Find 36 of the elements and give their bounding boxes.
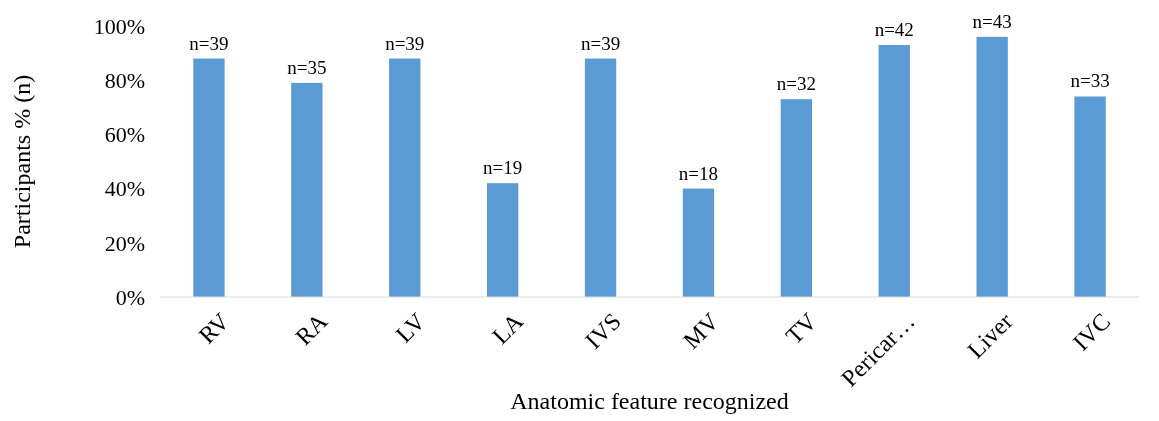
annotation: n=35 xyxy=(287,56,327,78)
x-tick-label: IVC xyxy=(1067,308,1116,356)
bar xyxy=(780,99,813,297)
y-tick-label: 20% xyxy=(104,230,145,256)
bar xyxy=(486,183,519,297)
annotation: n=39 xyxy=(580,32,621,54)
x-tick-label: TV xyxy=(780,307,823,350)
bar xyxy=(1074,96,1106,297)
annotation: n=18 xyxy=(678,162,719,184)
x-tick-label: MV xyxy=(678,307,725,354)
bar xyxy=(878,44,910,297)
y-axis-title: Participants % (n) xyxy=(9,74,35,249)
x-tick-label: IVS xyxy=(580,308,626,354)
bar xyxy=(584,58,617,297)
bar xyxy=(389,58,421,297)
annotation: n=19 xyxy=(483,157,523,179)
annotation: n=32 xyxy=(776,73,816,95)
x-tick-label: LV xyxy=(390,307,431,348)
y-tick-label: 60% xyxy=(104,122,145,148)
annotation: n=43 xyxy=(972,10,1012,32)
y-tick-label: 40% xyxy=(104,176,145,202)
x-axis-title: Anatomic feature recognized xyxy=(510,388,789,414)
y-tick-label: 100% xyxy=(93,13,145,39)
annotation: n=42 xyxy=(874,18,914,40)
x-tick-label: RA xyxy=(290,307,333,350)
annotation: n=33 xyxy=(1070,70,1110,92)
y-tick-label: 0% xyxy=(115,284,145,310)
bar xyxy=(682,188,715,297)
y-tick-label: 80% xyxy=(104,67,145,93)
annotation: n=39 xyxy=(385,32,425,54)
bar xyxy=(291,82,323,297)
bar xyxy=(976,36,1008,297)
bar xyxy=(193,58,225,297)
x-tick-label: RV xyxy=(193,307,235,349)
x-tick-label: LA xyxy=(487,307,529,350)
annotation: n=39 xyxy=(189,32,229,54)
